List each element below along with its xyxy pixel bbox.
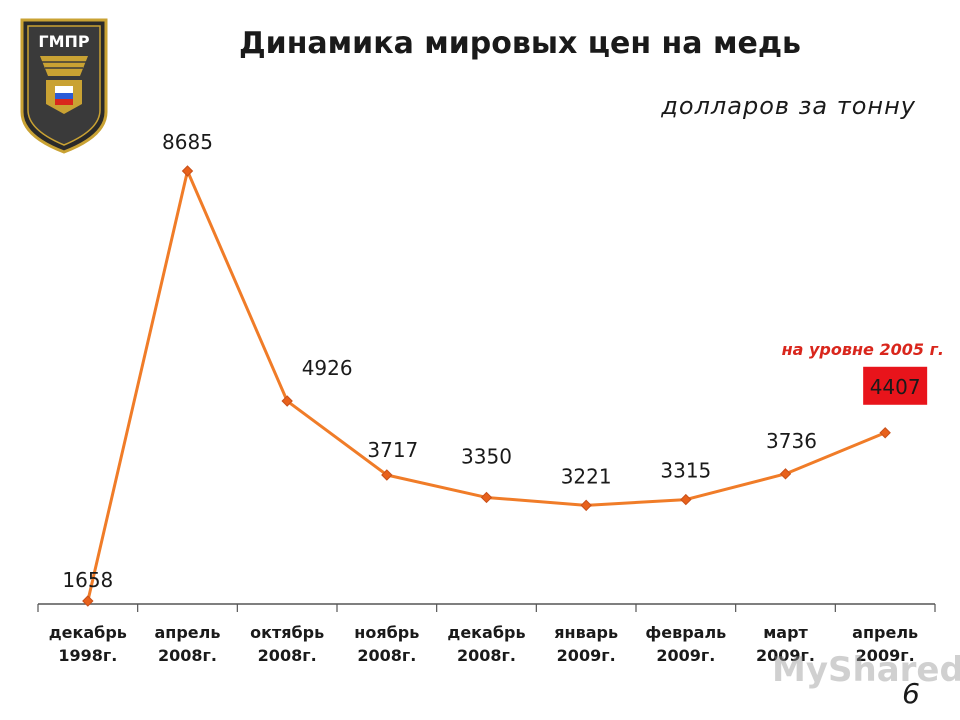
- x-tick-label: март: [763, 623, 808, 642]
- x-tick-label-year: 2009г.: [756, 646, 815, 665]
- x-tick-label: декабрь: [49, 623, 127, 642]
- page-number: 6: [902, 677, 920, 710]
- x-tick-label-year: 2008г.: [457, 646, 516, 665]
- data-label: 3736: [766, 429, 817, 453]
- x-tick-label: декабрь: [447, 623, 525, 642]
- data-label: 3350: [461, 444, 512, 468]
- x-tick-label-year: 2009г.: [856, 646, 915, 665]
- x-tick-label-year: 2009г.: [557, 646, 616, 665]
- x-tick-label: апрель: [155, 623, 221, 642]
- data-point-marker: [281, 395, 293, 407]
- x-tick-label-year: 2008г.: [357, 646, 416, 665]
- logo-text: ГМПР: [38, 32, 90, 51]
- data-label: 4407: [870, 375, 921, 399]
- data-point-marker: [181, 165, 194, 177]
- data-point-marker: [381, 469, 393, 481]
- data-label: 4926: [302, 356, 353, 380]
- data-point-marker: [82, 595, 94, 607]
- data-label: 3315: [660, 459, 711, 483]
- x-tick-label-year: 2009г.: [656, 646, 715, 665]
- watermark-text: MyShared: [772, 650, 960, 690]
- x-tick-label: февраль: [645, 623, 726, 642]
- x-tick-label-year: 2008г.: [158, 646, 217, 665]
- x-tick-label-year: 2008г.: [258, 646, 317, 665]
- data-point-marker: [680, 493, 692, 506]
- x-tick-label: ноябрь: [354, 623, 419, 642]
- data-label: 1658: [62, 568, 113, 592]
- unit-label: долларов за тонну: [661, 92, 916, 120]
- data-label: 3717: [367, 438, 418, 462]
- data-label: 3221: [561, 464, 612, 488]
- gmpr-logo: ГМПР: [20, 18, 108, 154]
- data-point-marker: [879, 427, 891, 439]
- x-tick-label: апрель: [852, 623, 918, 642]
- highlight-box: [863, 366, 928, 405]
- data-point-marker: [779, 468, 792, 480]
- page-title: Динамика мировых цен на медь: [238, 26, 802, 61]
- annotation-note: на уровне 2005 г.: [781, 340, 944, 359]
- data-point-marker: [480, 491, 493, 504]
- data-label: 8685: [162, 130, 213, 154]
- x-tick-label: октябрь: [250, 623, 324, 642]
- x-tick-label-year: 1998г.: [58, 646, 117, 665]
- data-point-marker: [580, 499, 592, 512]
- x-tick-label: январь: [554, 623, 618, 642]
- series-line: [86, 169, 886, 602]
